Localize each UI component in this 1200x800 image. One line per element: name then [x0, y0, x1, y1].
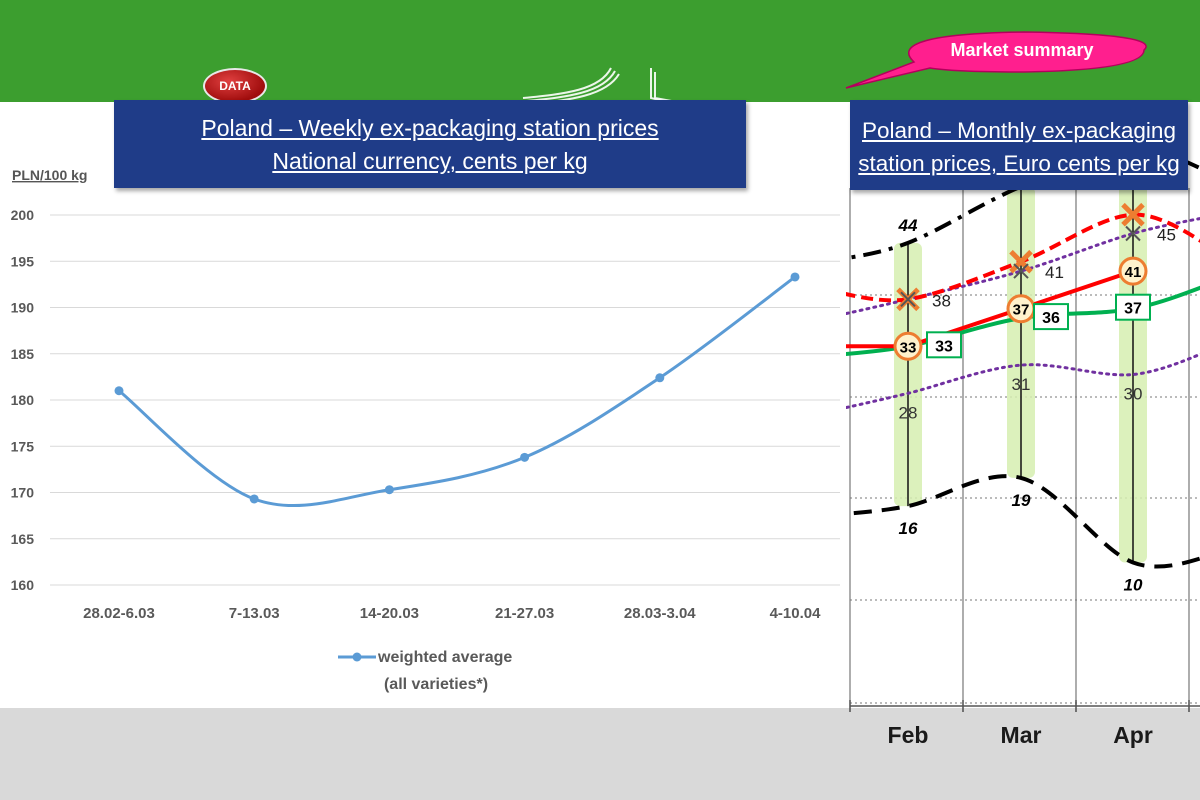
- current-year-label: 33: [900, 339, 917, 356]
- x-tick-label: 21-27.03: [495, 605, 554, 622]
- green-value-box: [926, 331, 962, 359]
- data-badge[interactable]: DATA: [203, 68, 267, 104]
- green-value-label: 37: [1124, 301, 1142, 318]
- y-tick-label: 195: [11, 253, 35, 269]
- current-year-marker: [893, 331, 923, 361]
- y-tick-label: 200: [11, 207, 35, 223]
- green-value-label: 36: [1042, 310, 1060, 327]
- min-line: [846, 474, 1200, 569]
- green-value-box: [1033, 303, 1069, 331]
- red-cross-marker: [1121, 202, 1145, 227]
- legend-label: weighted average: [377, 649, 512, 666]
- legend-marker: [352, 652, 362, 662]
- lower-value-label: 31: [1012, 375, 1031, 394]
- legend-note: (all varieties*): [384, 676, 488, 693]
- min-value-label: 10: [1124, 576, 1143, 595]
- x-tick-label: 14-20.03: [360, 605, 419, 622]
- monthly-chart-title-line2: station prices, Euro cents per kg: [858, 151, 1180, 176]
- y-tick-label: 180: [11, 392, 35, 408]
- x-tick-label: 7-13.03: [229, 605, 280, 622]
- series-line-weighted-average: [118, 275, 796, 507]
- upper-value-label: 41: [1045, 263, 1064, 282]
- y-tick-label: 175: [11, 438, 35, 454]
- red-cross-marker: [1009, 249, 1033, 274]
- upper-cross-marker: [1125, 225, 1141, 242]
- weekly-price-chart: PLN/100 kg 160 165 170 175 180 185 190 195 200 28.…: [11, 167, 840, 693]
- lower-value-label: 28: [899, 403, 918, 422]
- monthly-chart-title: Poland – Monthly ex-packaging station pr…: [850, 100, 1188, 190]
- y-tick-label: 185: [11, 346, 35, 362]
- min-value-label: 16: [899, 519, 918, 538]
- header-logo-swoosh: [522, 67, 678, 104]
- month-label: Feb: [888, 722, 929, 748]
- y-tick-label: 165: [11, 531, 35, 547]
- lower-value-label: 30: [1124, 385, 1143, 404]
- data-point: [249, 494, 259, 504]
- y-unit-label: PLN/100 kg: [12, 167, 87, 183]
- weekly-chart-title-line1: Poland – Weekly ex-packaging station pri…: [201, 115, 659, 141]
- current-year-label: 37: [1013, 302, 1030, 319]
- min-value-label: 19: [1012, 491, 1031, 510]
- y-tick-label: 190: [11, 300, 35, 316]
- data-point: [384, 485, 394, 495]
- upper-dotted-line: [846, 217, 1200, 316]
- data-point: [520, 452, 530, 462]
- green-value-box: [1115, 293, 1151, 321]
- green-value-label: 33: [935, 338, 953, 355]
- month-label: Mar: [1001, 722, 1042, 748]
- current-year-line: [846, 269, 1134, 349]
- upper-cross-marker: [1013, 263, 1029, 279]
- weekly-chart-title-line2: National currency, cents per kg: [272, 148, 588, 174]
- x-tick-label: 28.03-3.04: [624, 605, 696, 622]
- current-year-marker: [1118, 256, 1148, 286]
- month-label: Apr: [1113, 722, 1153, 748]
- y-tick-label: 170: [11, 485, 35, 501]
- upper-value-label: 45: [1157, 226, 1176, 245]
- market-summary-callout[interactable]: [844, 20, 1164, 92]
- data-point: [114, 386, 124, 396]
- y-tick-label: 160: [11, 577, 35, 593]
- current-year-label: 41: [1125, 264, 1142, 281]
- data-point: [655, 373, 665, 383]
- x-tick-label: 4-10.04: [770, 605, 822, 622]
- data-point: [790, 272, 800, 282]
- market-summary-label[interactable]: Market summary: [950, 40, 1094, 60]
- monthly-price-chart: 382833334416Feb413137365019Mar4530413710…: [846, 146, 1200, 748]
- monthly-chart-title-line1: Poland – Monthly ex-packaging: [862, 118, 1176, 143]
- upper-cross-marker: [900, 291, 916, 308]
- lower-dotted-line: [846, 352, 1200, 410]
- footer-band: [0, 708, 1200, 800]
- x-tick-label: 28.02-6.03: [83, 605, 155, 622]
- upper-value-label: 38: [932, 291, 951, 310]
- weekly-chart-title: Poland – Weekly ex-packaging station pri…: [114, 100, 746, 188]
- max-value-label: 44: [898, 216, 918, 235]
